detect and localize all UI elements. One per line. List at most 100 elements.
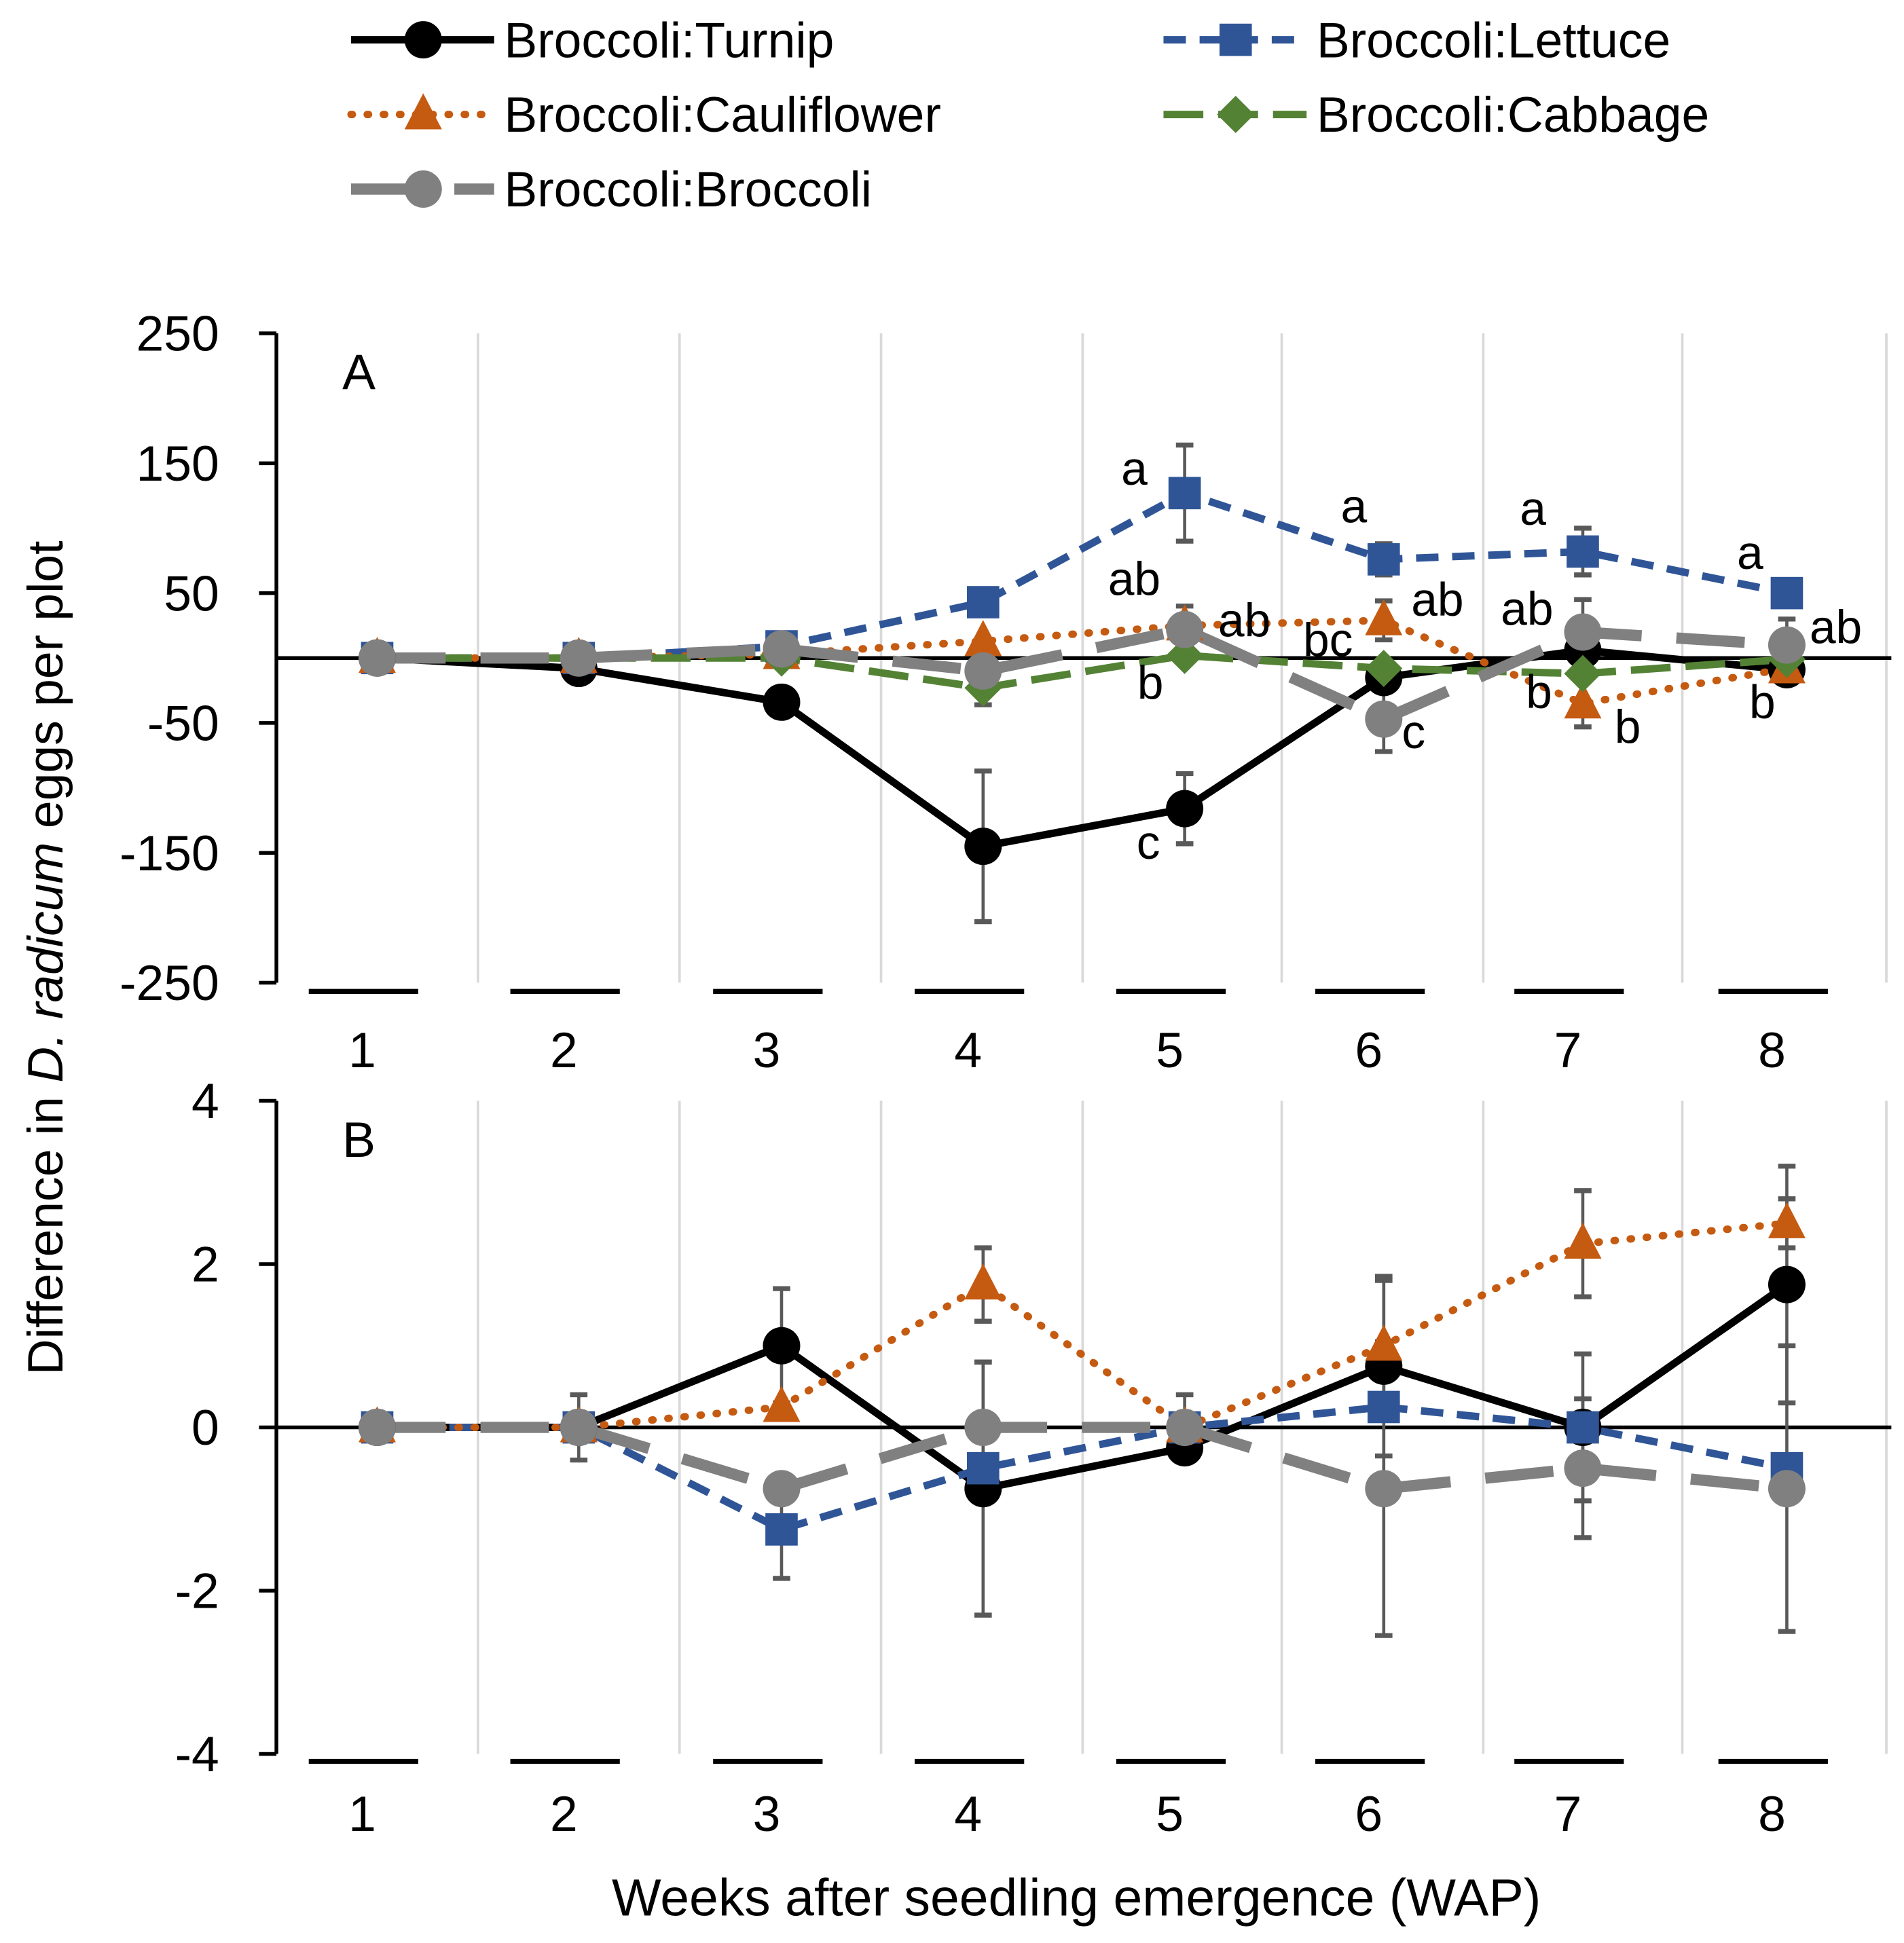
data-point-square xyxy=(1367,1390,1400,1424)
y-tick-label: -150 xyxy=(120,826,219,881)
data-point-circle xyxy=(1365,700,1403,738)
significance-letter: c xyxy=(1137,816,1160,869)
legend-item: Broccoli:Lettuce xyxy=(1163,12,1670,68)
data-point-circle xyxy=(1564,613,1602,651)
panel-label: B xyxy=(342,1112,376,1168)
data-point-circle xyxy=(1166,1409,1204,1447)
data-point-circle xyxy=(763,630,801,668)
data-point-square xyxy=(1168,477,1201,510)
significance-letter: a xyxy=(1121,442,1148,495)
data-point-triangle xyxy=(964,1263,1002,1300)
y-tick-label: 0 xyxy=(191,1400,219,1456)
significance-letter: ab xyxy=(1411,573,1463,626)
x-tick-label: 6 xyxy=(1355,1786,1383,1842)
y-tick-label: -4 xyxy=(175,1726,219,1782)
data-point-circle xyxy=(964,652,1002,690)
significance-letter: b xyxy=(1526,665,1552,718)
significance-letter: b xyxy=(1615,701,1641,754)
legend-item: Broccoli:Broccoli xyxy=(351,162,872,217)
data-point-circle xyxy=(359,639,396,677)
data-point-circle xyxy=(964,1409,1002,1447)
series-line xyxy=(373,1219,1791,1432)
significance-letter: c xyxy=(1402,705,1425,758)
y-tick-label: 250 xyxy=(136,306,219,362)
data-point-triangle xyxy=(1365,599,1403,635)
legend-label: Broccoli:Lettuce xyxy=(1317,12,1670,68)
data-point-triangle xyxy=(1564,682,1602,719)
data-point-circle xyxy=(1768,1470,1806,1508)
data-point-circle xyxy=(560,1409,598,1447)
data-point-circle xyxy=(560,639,598,677)
panel-label: A xyxy=(342,344,376,400)
legend: Broccoli:Turnip Broccoli:Lettuce Broccoli:… xyxy=(347,12,1709,217)
series-line xyxy=(377,623,1787,725)
y-tick-label: 150 xyxy=(136,436,219,492)
panel-b: 4 2 0 -2 -4 1 2 3 4 5 6 7 8 B xyxy=(175,1073,1892,1842)
series-line xyxy=(377,1422,1788,1494)
series-line xyxy=(377,1403,1788,1534)
data-point-circle xyxy=(1166,790,1204,828)
legend-marker-triangle xyxy=(404,93,442,130)
x-tick-label: 4 xyxy=(954,1022,982,1078)
data-point-circle xyxy=(1768,1265,1806,1303)
data-point-square xyxy=(966,1451,1000,1485)
legend-label: Broccoli:Broccoli xyxy=(504,162,872,217)
data-point-square xyxy=(1567,535,1599,568)
data-point-triangle xyxy=(1564,1222,1602,1259)
series-line xyxy=(377,646,1787,851)
significance-letter: b xyxy=(1749,676,1776,728)
significance-letter: a xyxy=(1340,479,1367,532)
legend-marker-square xyxy=(1219,23,1252,56)
legend-item: Broccoli:Turnip xyxy=(351,12,834,68)
significance-letter: a xyxy=(1737,526,1763,579)
data-point-triangle xyxy=(1768,1202,1806,1238)
x-tick-label: 1 xyxy=(348,1786,376,1842)
legend-marker-circle xyxy=(404,21,442,59)
legend-label: Broccoli:Cauliflower xyxy=(504,87,940,143)
significance-letter: bc xyxy=(1303,613,1353,666)
x-tick-label: 7 xyxy=(1554,1022,1582,1078)
significance-letter: b xyxy=(1137,656,1164,709)
y-axis-label: Difference in D. radicum eggs per plot xyxy=(18,540,73,1375)
significance-letter: ab xyxy=(1810,600,1862,653)
y-tick-label: 50 xyxy=(164,566,219,621)
legend-marker-diamond xyxy=(1217,96,1255,134)
data-point-circle xyxy=(1365,1470,1403,1508)
y-tick-label: -50 xyxy=(147,696,219,752)
data-point-circle xyxy=(359,1409,396,1447)
x-tick-label: 5 xyxy=(1156,1022,1184,1078)
x-tick-label: 3 xyxy=(753,1022,781,1078)
y-tick-label: -2 xyxy=(175,1563,219,1619)
legend-label: Broccoli:Cabbage xyxy=(1317,87,1709,143)
data-point-triangle xyxy=(763,1386,801,1422)
legend-label: Broccoli:Turnip xyxy=(504,12,834,68)
x-tick-label: 8 xyxy=(1758,1022,1786,1078)
significance-letter: a xyxy=(1520,482,1546,535)
legend-marker-circle xyxy=(404,170,442,208)
y-label-prefix: Difference in xyxy=(18,1083,73,1375)
y-label-suffix: eggs per plot xyxy=(18,540,73,842)
y-tick-label: 4 xyxy=(191,1073,219,1129)
data-point-circle xyxy=(1166,610,1204,648)
data-point-triangle xyxy=(964,620,1002,656)
x-tick-label: 3 xyxy=(753,1786,781,1842)
x-tick-label: 6 xyxy=(1355,1022,1383,1078)
data-point-square xyxy=(1367,543,1400,576)
data-point-circle xyxy=(763,1327,801,1365)
x-tick-label: 1 xyxy=(348,1022,376,1078)
x-tick-label: 8 xyxy=(1758,1786,1786,1842)
y-label-species: D. radicum xyxy=(18,843,73,1083)
data-point-square xyxy=(1770,576,1804,610)
data-point-circle xyxy=(1768,626,1806,664)
legend-item: Broccoli:Cauliflower xyxy=(347,87,941,143)
y-tick-label: -250 xyxy=(120,955,219,1011)
data-point-circle xyxy=(763,683,801,721)
data-point-circle xyxy=(1564,1449,1602,1487)
x-tick-label: 4 xyxy=(954,1786,982,1842)
significance-letter: ab xyxy=(1218,594,1270,647)
data-point-triangle xyxy=(1365,1325,1403,1361)
y-tick-label: 2 xyxy=(191,1237,219,1293)
data-point-square xyxy=(765,1513,798,1546)
